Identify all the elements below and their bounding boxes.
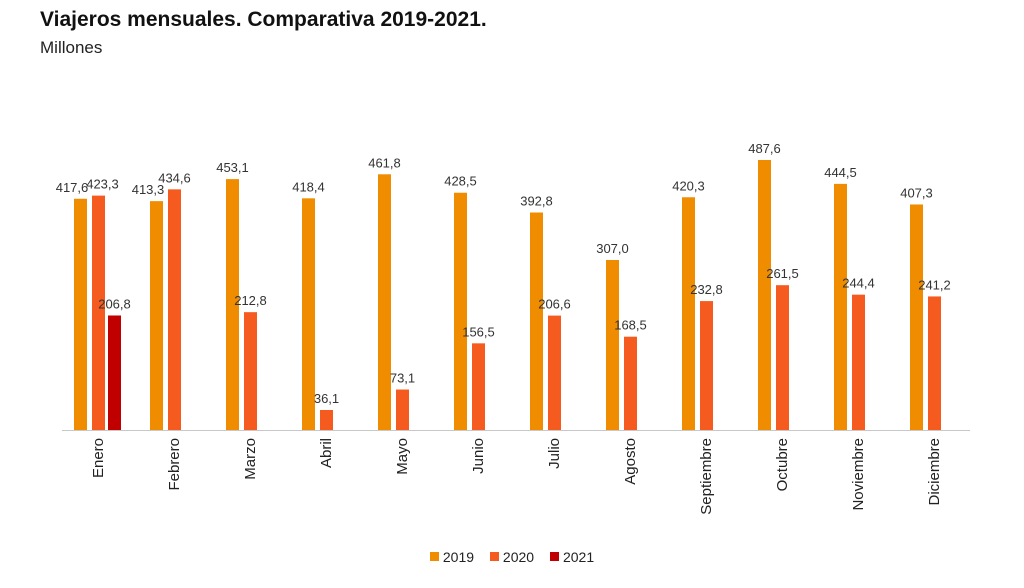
data-label-2019-octubre: 487,6 (748, 141, 781, 156)
bar-2019-agosto (606, 260, 619, 430)
x-tick-label-julio: Julio (546, 438, 563, 469)
bar-2019-julio (530, 212, 543, 430)
bar-2020-diciembre (928, 296, 941, 430)
legend-label-2021: 2021 (562, 548, 595, 565)
chart-subtitle: Millones (40, 38, 103, 57)
bar-2019-marzo (226, 179, 239, 430)
bar-2021-enero (108, 315, 121, 430)
data-label-2019-julio: 392,8 (520, 193, 553, 208)
data-label-2019-enero: 417,6 (56, 180, 89, 195)
bar-2019-junio (454, 192, 467, 430)
legend: 2019 2020 2021 (0, 548, 1024, 565)
data-label-2019-febrero: 413,3 (132, 182, 165, 197)
x-tick-label-junio: Junio (470, 438, 487, 474)
x-tick-label-mayo: Mayo (394, 438, 411, 475)
legend-item-2021: 2021 (549, 548, 595, 565)
x-tick-label-abril: Abril (318, 438, 335, 468)
legend-label-2020: 2020 (502, 548, 535, 565)
bar-2020-febrero (168, 189, 181, 430)
bar-2019-mayo (378, 174, 391, 430)
data-label-2021-enero: 206,8 (98, 296, 131, 311)
data-label-2019-noviembre: 444,5 (824, 165, 857, 180)
x-tick-label-noviembre: Noviembre (850, 438, 867, 511)
data-label-2020-julio: 206,6 (538, 297, 571, 312)
bar-2019-noviembre (834, 183, 847, 430)
bar-2020-julio (548, 315, 561, 430)
x-tick-label-octubre: Octubre (774, 438, 791, 491)
bar-2019-octubre (758, 160, 771, 430)
data-label-2020-octubre: 261,5 (766, 266, 799, 281)
data-label-2019-agosto: 307,0 (596, 241, 629, 256)
data-label-2019-junio: 428,5 (444, 174, 477, 189)
data-label-2019-abril: 418,4 (292, 179, 325, 194)
data-label-2020-abril: 36,1 (314, 391, 339, 406)
legend-item-2020: 2020 (489, 548, 535, 565)
data-label-2020-mayo: 73,1 (390, 371, 415, 386)
bar-2020-octubre (776, 285, 789, 430)
x-tick-label-febrero: Febrero (166, 438, 183, 491)
data-label-2019-diciembre: 407,3 (900, 185, 933, 200)
x-tick-label-enero: Enero (90, 438, 107, 478)
bar-2019-febrero (150, 201, 163, 430)
data-label-2020-marzo: 212,8 (234, 293, 267, 308)
bar-2020-marzo (244, 312, 257, 430)
data-label-2020-noviembre: 244,4 (842, 276, 875, 291)
data-label-2019-marzo: 453,1 (216, 160, 249, 175)
bar-2019-abril (302, 198, 315, 430)
data-label-2020-febrero: 434,6 (158, 170, 191, 185)
legend-swatch-2021 (549, 552, 559, 561)
bar-2020-agosto (624, 336, 637, 430)
bar-2019-diciembre (910, 204, 923, 430)
data-label-2020-agosto: 168,5 (614, 318, 647, 333)
data-label-2020-diciembre: 241,2 (918, 277, 951, 292)
chart-title: Viajeros mensuales. Comparativa 2019-202… (40, 8, 487, 31)
legend-item-2019: 2019 (429, 548, 475, 565)
x-tick-label-septiembre: Septiembre (698, 438, 715, 515)
bar-2020-noviembre (852, 294, 865, 430)
data-label-2020-junio: 156,5 (462, 324, 495, 339)
x-tick-label-marzo: Marzo (242, 438, 259, 480)
legend-swatch-2019 (429, 552, 439, 561)
bar-2019-enero (74, 198, 87, 430)
data-label-2020-septiembre: 232,8 (690, 282, 723, 297)
bar-2020-abril (320, 410, 333, 430)
bar-2020-enero (92, 195, 105, 430)
bar-2020-junio (472, 343, 485, 430)
x-tick-label-diciembre: Diciembre (926, 438, 943, 506)
bar-2019-septiembre (682, 197, 695, 430)
data-label-2019-mayo: 461,8 (368, 155, 401, 170)
x-tick-label-agosto: Agosto (622, 438, 639, 485)
bar-2020-mayo (396, 389, 409, 430)
data-label-2020-enero: 423,3 (86, 177, 119, 192)
legend-label-2019: 2019 (442, 548, 475, 565)
bar-2020-septiembre (700, 301, 713, 430)
legend-swatch-2020 (489, 552, 499, 561)
data-label-2019-septiembre: 420,3 (672, 178, 705, 193)
